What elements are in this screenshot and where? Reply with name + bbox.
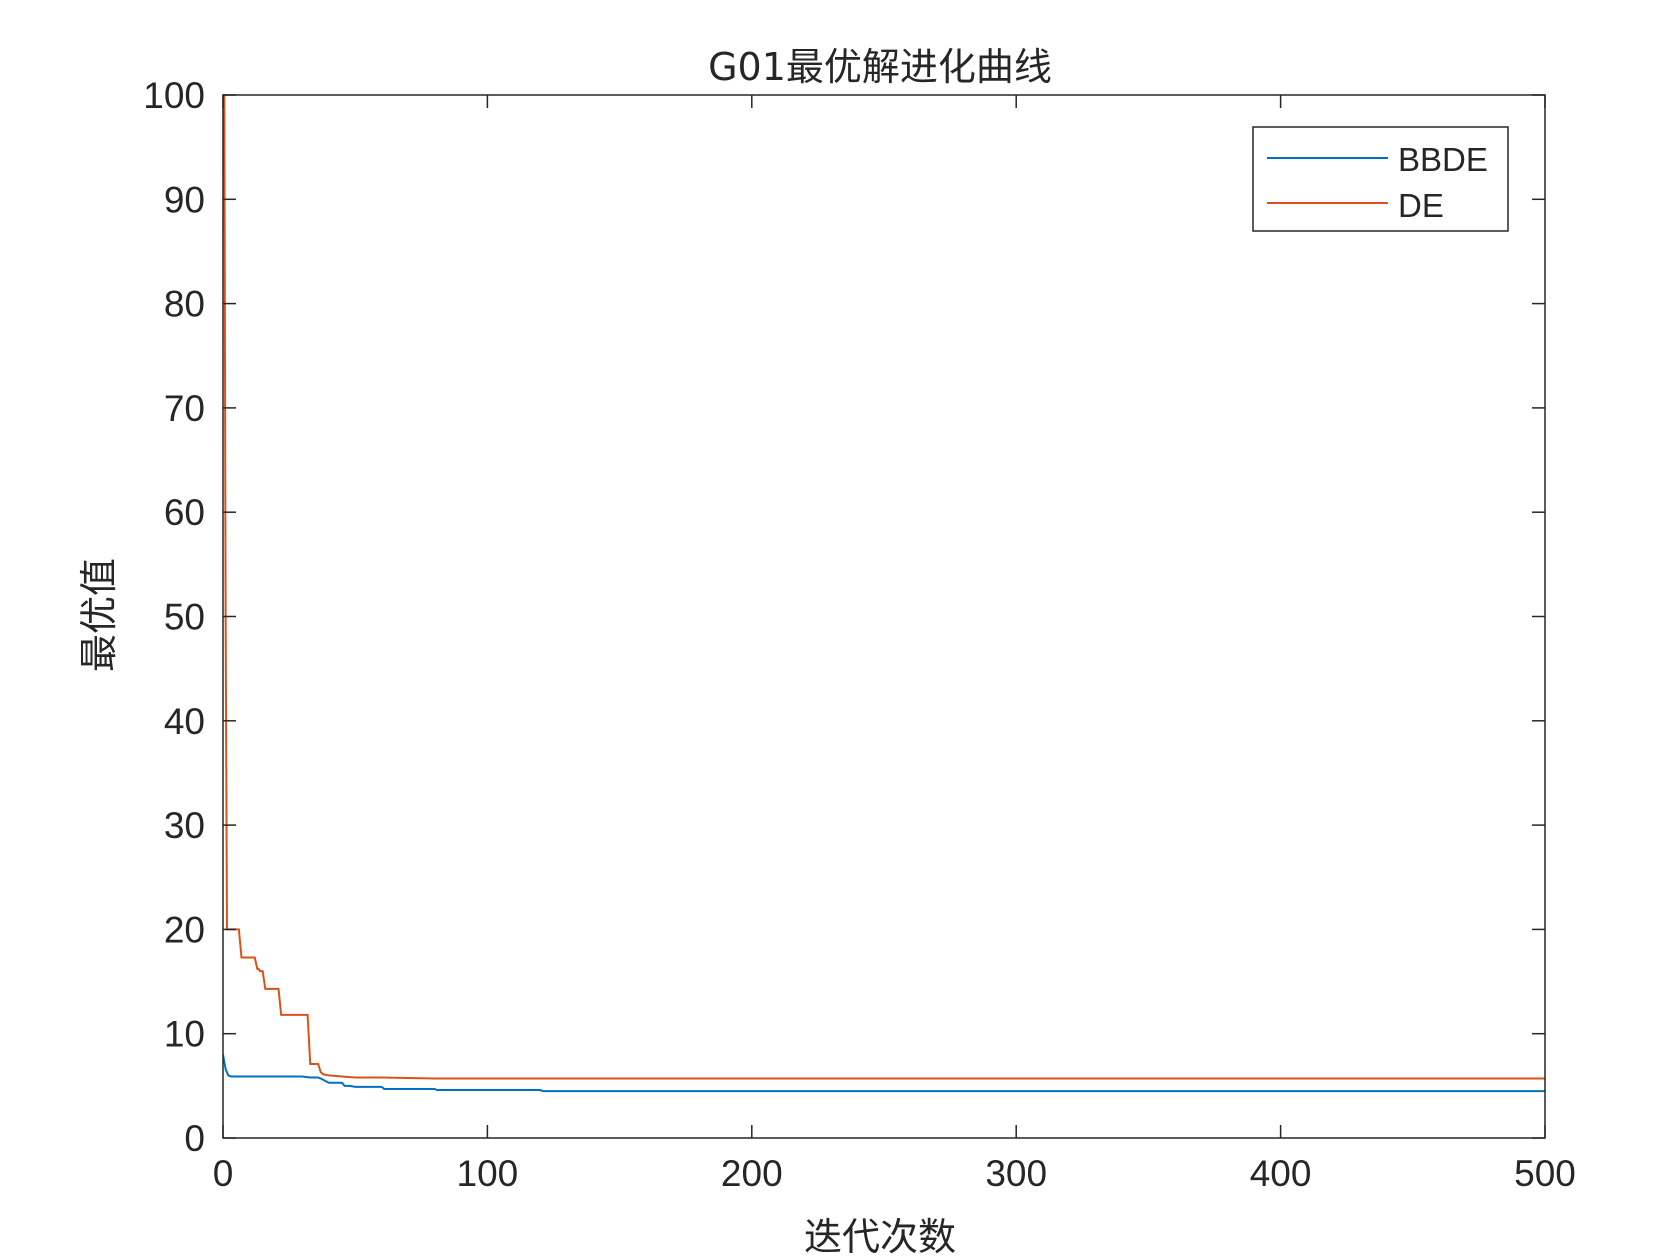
plot-area xyxy=(223,95,1545,1138)
y-tick-label: 60 xyxy=(164,492,205,533)
y-tick-label: 70 xyxy=(164,388,205,429)
series-layer xyxy=(223,94,1545,1093)
chart-title: G01最优解进化曲线 xyxy=(708,45,1052,89)
y-axis-label: 最优值 xyxy=(77,558,121,672)
x-tick-label: 300 xyxy=(985,1153,1047,1194)
x-tick-label: 200 xyxy=(721,1153,783,1194)
x-tick-label: 500 xyxy=(1514,1153,1576,1194)
y-tick-label: 100 xyxy=(143,75,205,116)
y-tick-label: 10 xyxy=(164,1014,205,1055)
legend-box xyxy=(1252,126,1509,232)
x-axis-label: 迭代次数 xyxy=(804,1215,956,1259)
x-tick-label: 0 xyxy=(213,1153,234,1194)
legend-label-de: DE xyxy=(1398,187,1444,224)
ticks-layer: 0 100 200 300 400 500 0 10 20 30 40 50 60 70 80 90 100 xyxy=(143,75,1576,1194)
y-tick-label: 40 xyxy=(164,701,205,742)
x-tick-label: 400 xyxy=(1250,1153,1312,1194)
legend: BBDE DE xyxy=(1252,126,1509,232)
y-tick-label: 80 xyxy=(164,284,205,325)
plot-background xyxy=(223,95,1545,1138)
x-tick-label: 100 xyxy=(457,1153,519,1194)
y-tick-label: 90 xyxy=(164,179,205,220)
series-line-bbde xyxy=(223,1054,1545,1093)
y-tick-label: 50 xyxy=(164,597,205,638)
y-tick-label: 0 xyxy=(184,1118,205,1159)
legend-label-bbde: BBDE xyxy=(1398,141,1488,178)
y-tick-label: 20 xyxy=(164,909,205,950)
y-tick-label: 30 xyxy=(164,805,205,846)
series-line-de xyxy=(223,94,1545,1080)
